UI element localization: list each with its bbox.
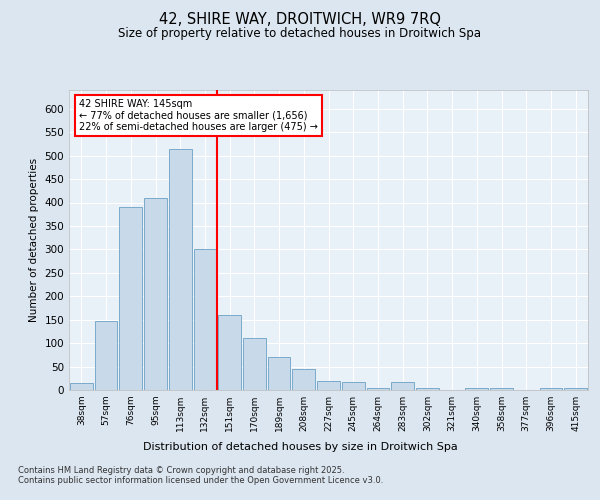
Bar [268,357,290,390]
Bar [218,315,241,390]
Bar [169,148,191,390]
Bar [490,388,513,390]
Bar [367,388,389,390]
Bar [564,388,587,390]
Bar [391,382,414,390]
Y-axis label: Number of detached properties: Number of detached properties [29,158,39,322]
Bar [194,250,216,390]
Bar [292,369,315,390]
Bar [342,382,365,390]
Bar [317,380,340,390]
Bar [243,338,266,390]
Text: Contains HM Land Registry data © Crown copyright and database right 2025.
Contai: Contains HM Land Registry data © Crown c… [18,466,383,485]
Bar [416,388,439,390]
Bar [144,198,167,390]
Text: Distribution of detached houses by size in Droitwich Spa: Distribution of detached houses by size … [143,442,457,452]
Bar [539,388,562,390]
Bar [466,388,488,390]
Bar [70,383,93,390]
Bar [95,320,118,390]
Text: 42 SHIRE WAY: 145sqm
← 77% of detached houses are smaller (1,656)
22% of semi-de: 42 SHIRE WAY: 145sqm ← 77% of detached h… [79,99,318,132]
Text: Size of property relative to detached houses in Droitwich Spa: Size of property relative to detached ho… [119,28,482,40]
Text: 42, SHIRE WAY, DROITWICH, WR9 7RQ: 42, SHIRE WAY, DROITWICH, WR9 7RQ [159,12,441,28]
Bar [119,207,142,390]
